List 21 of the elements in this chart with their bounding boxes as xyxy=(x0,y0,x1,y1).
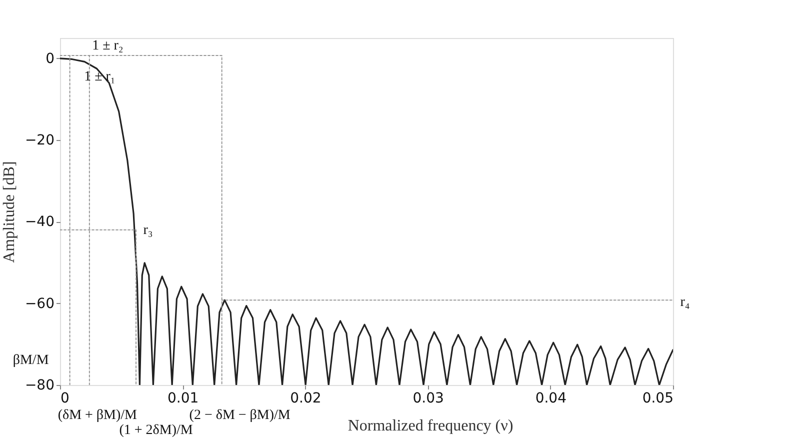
annotation: (δM + βM)/M xyxy=(58,408,138,423)
annotation: 1 ± r₂ xyxy=(92,38,124,54)
y-tick-label: −80 xyxy=(24,378,54,394)
x-tick-label: 0.02 xyxy=(290,390,322,406)
annotation: βM/M xyxy=(12,353,50,368)
x-tick-label: 0.05 xyxy=(642,390,674,406)
annotation: (1 + 2δM)/M xyxy=(119,423,194,438)
annotation: (2 − δM − βM)/M xyxy=(189,408,291,423)
x-axis-title: Normalized frequency (ν) xyxy=(348,418,514,434)
x-tick-label: 0 xyxy=(60,390,70,406)
y-tick-label: 0 xyxy=(46,50,54,67)
x-tick-label: 0.01 xyxy=(168,390,199,406)
x-tick-label: 0.04 xyxy=(535,390,567,406)
y-tick-label: −40 xyxy=(24,214,54,230)
y-tick-label: −20 xyxy=(24,132,54,149)
annotation: r₃ xyxy=(143,222,153,238)
x-tick-label: 0.03 xyxy=(412,390,444,406)
y-axis-title: Amplitude [dB] xyxy=(0,161,18,263)
annotation: 1 ± r₁ xyxy=(84,69,116,84)
y-tick-label: −60 xyxy=(24,296,54,312)
annotation: r₄ xyxy=(680,295,690,310)
